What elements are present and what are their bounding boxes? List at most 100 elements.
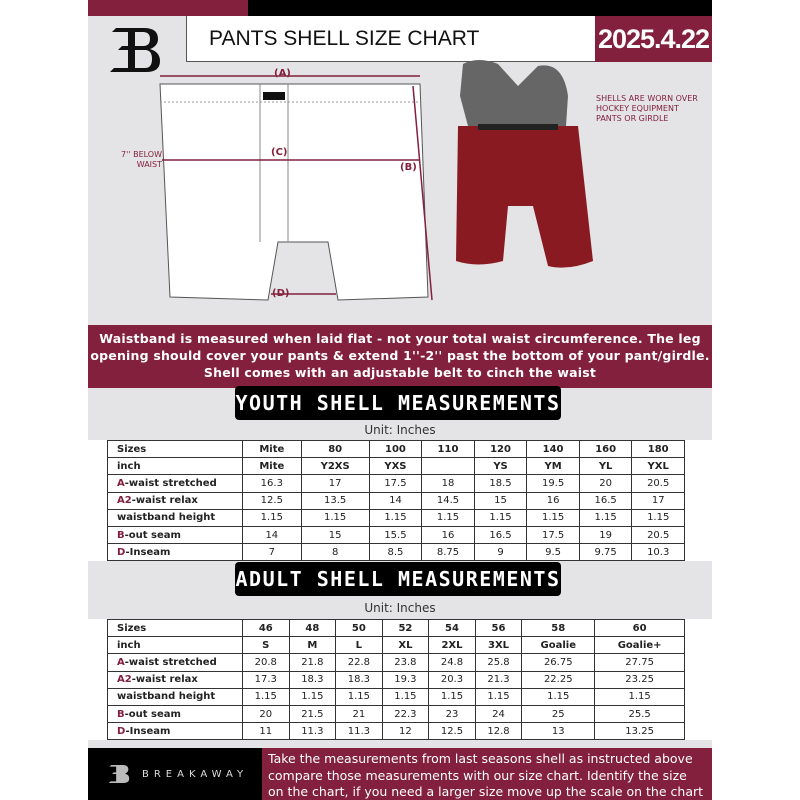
measure-label: -waist stretched — [124, 477, 217, 489]
table-cell: 13.5 — [300, 491, 370, 510]
table-cell: YL — [578, 457, 633, 476]
table-cell: 60 — [594, 618, 685, 638]
table-cell: 23.8 — [381, 653, 430, 672]
row-label: D-Inseam — [107, 722, 243, 741]
table-cell: 23.25 — [594, 670, 685, 689]
table-cell: 3XL — [474, 636, 523, 655]
measure-label: -out seam — [124, 529, 181, 541]
table-cell: 11.3 — [335, 722, 383, 741]
banner-line: opening should cover your pants & extend… — [90, 348, 710, 363]
table-row: waistband height 1.15 1.15 1.15 1.15 1.15 1.15… — [107, 508, 685, 527]
table-row: waistband height 1.15 1.15 1.15 1.15 1.15 1.15… — [107, 687, 685, 706]
measure-code: A2 — [117, 674, 132, 686]
table-cell: 12.8 — [474, 722, 523, 741]
measure-label: -out seam — [124, 708, 181, 720]
table-cell: 160 — [578, 439, 633, 459]
table-cell: 100 — [368, 439, 423, 459]
table-cell: 8.75 — [421, 543, 475, 562]
table-row: inch S M L XL 2XL 3XL Goalie Goalie+ — [107, 636, 685, 655]
table-cell: 110 — [421, 439, 475, 459]
table-cell: 1.15 — [242, 687, 290, 706]
row-label: D-Inseam — [107, 543, 243, 562]
table-cell: 180 — [631, 439, 685, 459]
table-cell: 20 — [242, 704, 290, 724]
table-cell: 9 — [473, 543, 528, 562]
brand-name: BREAKAWAY — [142, 768, 249, 780]
table-cell: 1.15 — [381, 687, 430, 706]
table-cell: 22.3 — [381, 704, 430, 724]
table-cell: 18.3 — [288, 670, 337, 689]
table-cell: 20.3 — [428, 670, 476, 689]
table-cell: S — [242, 636, 290, 655]
row-label: waistband height — [107, 687, 243, 706]
measure-code: A — [117, 656, 125, 668]
table-cell: 7 — [242, 543, 302, 562]
row-label: A-waist stretched — [107, 653, 243, 672]
table-cell: 14 — [368, 491, 423, 510]
measure-label: -waist stretched — [124, 656, 217, 668]
table-cell: 1.15 — [474, 687, 523, 706]
table-cell: 25.5 — [594, 704, 685, 724]
row-label: B-out seam — [107, 525, 243, 545]
table-cell: 24.8 — [428, 653, 476, 672]
table-cell: 48 — [288, 618, 337, 638]
youth-section-title: YOUTH SHELL MEASUREMENTS — [235, 386, 561, 420]
table-cell: YM — [526, 457, 580, 476]
table-row: D-Inseam 7 8 8.5 8.75 9 9.5 9.75 10.3 — [107, 543, 685, 562]
table-cell: 8 — [300, 543, 370, 562]
table-cell: 17.3 — [242, 670, 290, 689]
measure-code: A — [117, 477, 125, 489]
table-cell: 13 — [521, 722, 596, 741]
table-row: D-Inseam 11 11.3 11.3 12 12.5 12.8 13 13.25 — [107, 722, 685, 741]
banner-line: Shell comes with an adjustable belt to c… — [203, 365, 597, 380]
measure-label: Sizes — [117, 622, 147, 634]
product-photo — [456, 60, 593, 268]
table-cell: 14 — [242, 525, 302, 545]
label-b: (B) — [400, 162, 417, 173]
table-cell: 140 — [526, 439, 580, 459]
row-label: A2-waist relax — [107, 491, 243, 510]
measure-label: -waist relax — [131, 674, 198, 686]
table-cell: 17.5 — [368, 474, 423, 493]
table-cell: 1.15 — [300, 508, 370, 527]
table-cell: 19 — [578, 525, 633, 545]
table-cell: 21.3 — [474, 670, 523, 689]
measure-label: -Inseam — [125, 546, 171, 558]
table-cell: 26.75 — [521, 653, 596, 672]
adult-unit: Unit: Inches — [364, 601, 436, 615]
table-cell: 27.75 — [594, 653, 685, 672]
table-cell: Goalie+ — [594, 636, 685, 655]
table-row: B-out seam 14 15 15.5 16 16.5 17.5 19 20.5 — [107, 525, 685, 545]
table-cell: 19.3 — [381, 670, 430, 689]
measure-code: B — [117, 708, 125, 720]
label-c: (C) — [271, 147, 288, 158]
table-cell: 15 — [300, 525, 370, 545]
table-cell: 10.3 — [631, 543, 685, 562]
row-label: waistband height — [107, 508, 243, 527]
row-label: Sizes — [107, 618, 243, 638]
table-cell: 14.5 — [421, 491, 475, 510]
adult-section-title: ADULT SHELL MEASUREMENTS — [235, 562, 561, 596]
table-row: A-waist stretched 20.8 21.8 22.8 23.8 24.8 25.… — [107, 653, 685, 672]
measure-label: waistband height — [117, 512, 216, 524]
table-cell: 16.5 — [578, 491, 633, 510]
table-cell: 18 — [421, 474, 475, 493]
label-a: (A) — [274, 68, 291, 79]
table-cell: L — [335, 636, 383, 655]
table-cell: 21 — [335, 704, 383, 724]
table-cell: 9.75 — [578, 543, 633, 562]
measure-label: inch — [117, 639, 141, 651]
table-row: inch Mite Y2XS YXS YS YM YL YXL — [107, 457, 685, 476]
table-cell: 1.15 — [521, 687, 596, 706]
table-cell: 1.15 — [335, 687, 383, 706]
row-label: Sizes — [107, 439, 243, 459]
table-cell: 1.15 — [631, 508, 685, 527]
table-cell: 15 — [473, 491, 528, 510]
measure-label: -waist relax — [131, 495, 198, 507]
breakaway-logo-icon — [108, 765, 130, 783]
table-cell: 1.15 — [288, 687, 337, 706]
table-cell: 18.3 — [335, 670, 383, 689]
youth-size-table: Sizes Mite 80 100 110 120 140 160 180 inch Mite Y2X… — [107, 439, 685, 562]
table-cell: 19.5 — [526, 474, 580, 493]
table-cell — [421, 457, 475, 476]
